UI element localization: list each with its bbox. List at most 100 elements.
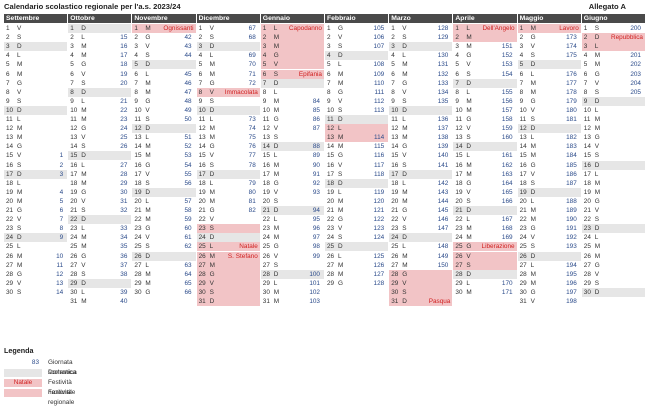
weekday-letter: D xyxy=(402,170,407,178)
day-number: 31 xyxy=(70,298,78,305)
day-row: 18 L xyxy=(4,179,67,188)
day-row: 30 G 197 xyxy=(518,288,581,297)
day-row: 20 G xyxy=(582,197,645,206)
weekday-letter: S xyxy=(530,52,535,60)
day-number: 22 xyxy=(70,216,78,224)
day-number: 25 xyxy=(198,243,206,251)
day-row: 9 S 135 xyxy=(389,97,452,106)
day-row: 23 M 168 xyxy=(453,224,516,233)
day-row: 7 M 46 xyxy=(132,79,195,88)
day-row: 27 L 194 xyxy=(518,261,581,270)
day-number: 18 xyxy=(6,179,14,187)
school-day-count: 191 xyxy=(566,225,577,233)
day-row: 12 D xyxy=(132,124,196,134)
day-number: 25 xyxy=(70,243,78,251)
school-day-count: 22 xyxy=(120,106,128,114)
school-day-count: 182 xyxy=(566,134,577,142)
day-number: 28 xyxy=(455,270,463,278)
day-number: 4 xyxy=(6,52,10,60)
day-number: 24 xyxy=(391,234,399,242)
day-row: 29 V xyxy=(196,278,260,288)
day-row: 18 M 29 xyxy=(68,179,131,188)
weekday-letter: D xyxy=(209,298,215,305)
school-day-count: 142 xyxy=(437,179,449,187)
weekday-letter: M xyxy=(273,97,280,105)
school-day-count: 69 xyxy=(248,52,256,60)
weekday-letter: G xyxy=(145,288,151,296)
school-day-count: 75 xyxy=(248,134,256,142)
day-row: 30 M 102 xyxy=(261,288,324,297)
day-row: 20 L 188 xyxy=(518,197,581,206)
day-row: 24 M 97 xyxy=(261,233,324,242)
day-row: 8 L 155 xyxy=(453,88,516,97)
weekday-letter: L xyxy=(145,70,149,78)
day-number: 26 xyxy=(327,252,335,260)
weekday-letter: M xyxy=(145,279,151,287)
weekday-letter: G xyxy=(402,143,408,151)
school-day-count: 81 xyxy=(248,197,256,205)
day-row: 16 G 54 xyxy=(132,161,195,170)
school-day-count: 132 xyxy=(437,70,449,78)
weekday-letter: D xyxy=(273,207,279,214)
weekday-letter: S xyxy=(209,288,214,296)
day-row: 22 L 95 xyxy=(261,215,324,224)
day-number: 24 xyxy=(6,234,14,242)
day-row: 5 M 202 xyxy=(582,60,645,69)
day-row: 13 L 51 xyxy=(132,133,195,142)
school-day-count: 100 xyxy=(309,270,320,278)
day-number: 24 xyxy=(519,234,527,242)
school-day-count: 169 xyxy=(501,234,513,242)
weekday-letter: D xyxy=(338,243,343,251)
weekday-letter: S xyxy=(338,234,343,242)
school-day-count: 91 xyxy=(312,170,320,178)
day-number: 5 xyxy=(6,61,10,69)
day-number: 19 xyxy=(391,188,399,196)
day-number: 9 xyxy=(70,97,74,105)
day-row: 26 D xyxy=(132,251,196,261)
day-number: 29 xyxy=(6,279,14,287)
weekday-letter: V xyxy=(81,261,86,269)
day-row: 27 M 11 xyxy=(4,261,67,270)
day-row: 2 V 106 xyxy=(325,33,388,42)
weekday-letter: V xyxy=(145,106,150,114)
day-row: 1 S 200 xyxy=(582,24,645,33)
weekday-letter: G xyxy=(273,243,279,251)
day-number: 21 xyxy=(70,207,78,214)
weekday-letter: G xyxy=(594,261,600,269)
school-day-count: 154 xyxy=(501,70,513,78)
day-number: 16 xyxy=(519,161,527,169)
weekday-letter: M xyxy=(338,79,344,87)
weekday-letter: G xyxy=(81,125,87,133)
day-row: 26 G 36 xyxy=(68,252,131,261)
day-number: 16 xyxy=(391,161,399,169)
day-row: 23 M 96 xyxy=(261,224,324,233)
school-day-count: 62 xyxy=(184,243,192,251)
weekday-letter: S xyxy=(338,170,343,178)
weekday-letter: V xyxy=(81,197,86,205)
weekday-letter: M xyxy=(594,179,601,187)
school-day-count: 37 xyxy=(120,261,128,269)
day-row: 11 S 181 xyxy=(518,115,581,124)
school-day-count: 194 xyxy=(566,261,577,269)
legend-regional-holiday-label: Festività regionale xyxy=(48,389,75,406)
weekday-letter: M xyxy=(466,43,472,51)
day-row: 8 S 205 xyxy=(582,88,645,97)
weekday-letter: V xyxy=(81,134,86,142)
day-row: 30 G 66 xyxy=(132,288,195,297)
day-row: 15 V 1 xyxy=(4,151,67,160)
day-number: 23 xyxy=(583,225,591,233)
school-day-count: 102 xyxy=(309,288,320,296)
weekday-letter: M xyxy=(273,298,280,305)
day-number: 15 xyxy=(327,152,335,160)
day-number: 10 xyxy=(70,106,78,114)
school-day-count: 97 xyxy=(312,234,320,242)
day-row: 23 G 60 xyxy=(132,224,195,233)
day-row: 1 M Ognissanti xyxy=(132,24,196,34)
school-day-count: 72 xyxy=(248,79,256,87)
day-number: 3 xyxy=(198,43,203,51)
weekday-letter: M xyxy=(466,106,472,114)
weekday-letter: D xyxy=(145,252,151,260)
